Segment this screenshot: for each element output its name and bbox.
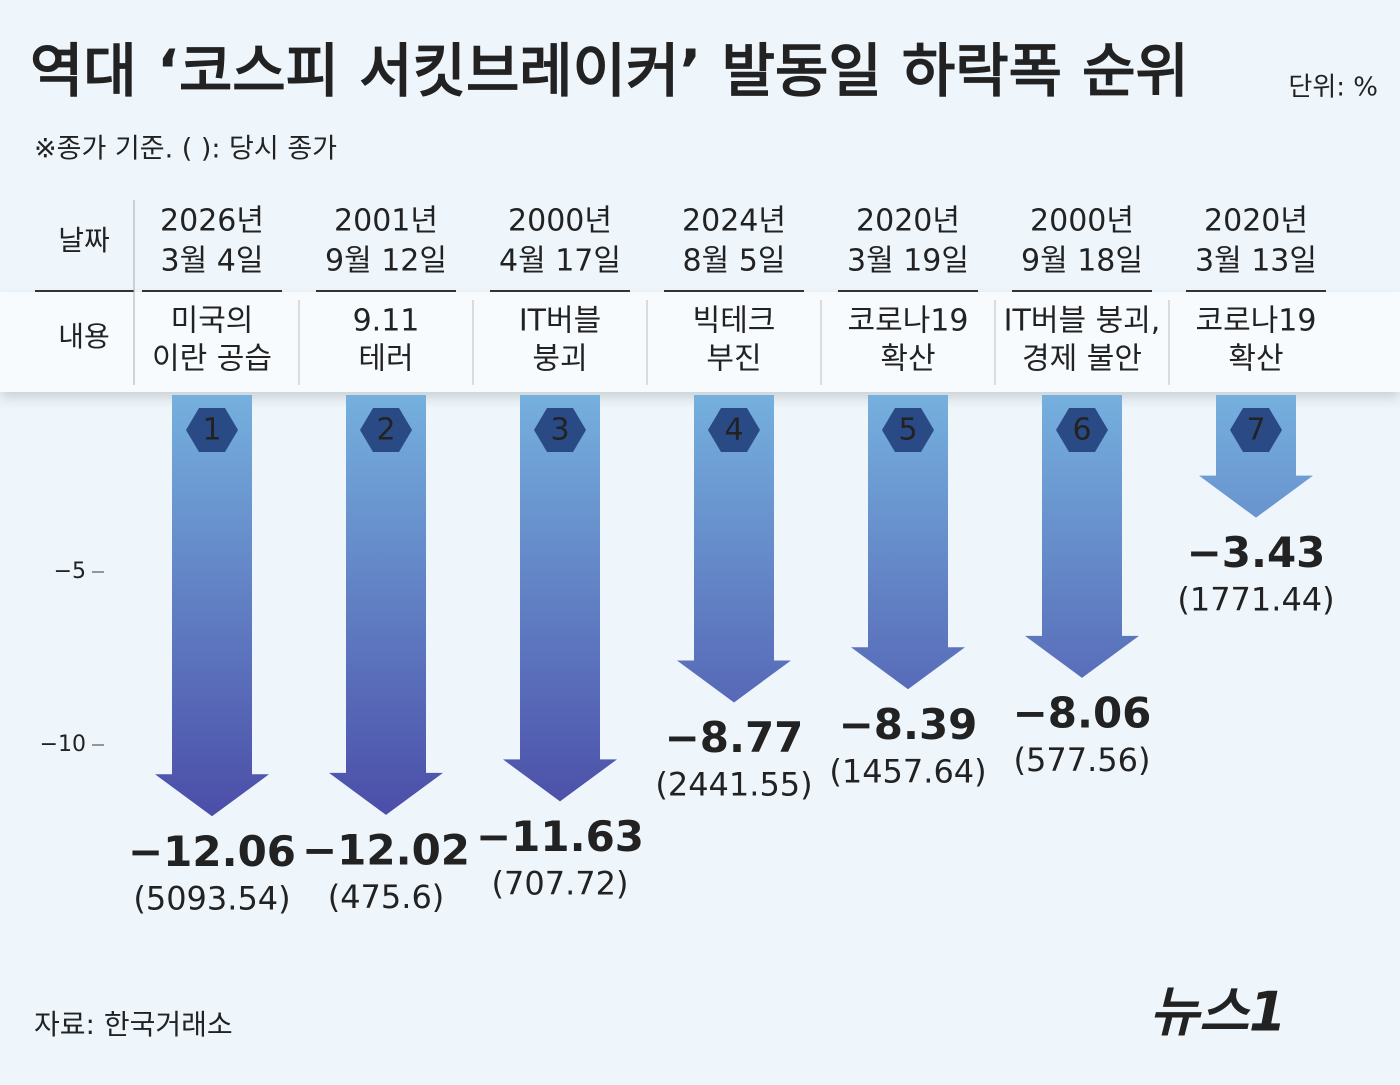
value-label: −8.77 — [665, 713, 804, 762]
logo: 뉴스1 — [1150, 981, 1287, 1044]
date-label: 2000년 — [1030, 204, 1134, 239]
value-label: −12.06 — [128, 827, 296, 876]
rank-badge — [708, 408, 760, 452]
subtitle: ※종가 기준. ( ): 당시 종가 — [34, 134, 337, 165]
chart-title: 역대 ‘코스피 서킷브레이커’ 발동일 하락폭 순위 — [30, 37, 1189, 105]
rank-label: 5 — [898, 413, 917, 448]
date-label: 2001년 — [334, 204, 438, 239]
closing-price: (475.6) — [328, 878, 445, 916]
arrow — [851, 395, 965, 690]
date-label: 2024년 — [682, 204, 786, 239]
event-label: 붕괴 — [532, 342, 587, 377]
event-label: IT버블 — [519, 304, 601, 339]
arrow — [1199, 395, 1313, 518]
event-label: 코로나19 — [1196, 304, 1317, 339]
date-label: 3월 19일 — [847, 244, 969, 279]
date-label: 8월 5일 — [683, 244, 786, 279]
y-tick-label: −5 — [54, 559, 86, 584]
event-label: 확산 — [1228, 342, 1283, 377]
rank-label: 3 — [550, 413, 569, 448]
closing-price: (577.56) — [1014, 741, 1151, 779]
closing-price: (1771.44) — [1177, 581, 1334, 619]
event-label: 9.11 — [353, 304, 420, 339]
event-label: 이란 공습 — [152, 342, 272, 377]
row-header: 내용 — [58, 320, 110, 353]
header-band — [0, 292, 1400, 392]
closing-price: (707.72) — [492, 864, 629, 902]
date-label: 2020년 — [856, 204, 960, 239]
arrow — [1025, 395, 1139, 678]
event-label: 부진 — [706, 342, 761, 377]
arrow — [155, 395, 269, 817]
event-label: 경제 불안 — [1022, 342, 1142, 377]
logo-text: 뉴스1 — [1150, 981, 1287, 1044]
rank-label: 6 — [1072, 413, 1091, 448]
event-label: 미국의 — [171, 304, 254, 339]
rank-label: 2 — [376, 413, 395, 448]
date-label: 2000년 — [508, 204, 612, 239]
rank-label: 1 — [202, 413, 221, 448]
date-label: 3월 4일 — [161, 244, 264, 279]
value-label: −8.39 — [839, 700, 978, 749]
arrow — [329, 395, 443, 815]
date-label: 9월 18일 — [1021, 244, 1143, 279]
date-label: 3월 13일 — [1195, 244, 1317, 279]
arrow — [503, 395, 617, 802]
date-label: 4월 17일 — [499, 244, 621, 279]
rank-badge — [1230, 408, 1282, 452]
rank-label: 4 — [724, 413, 743, 448]
date-label: 2026년 — [160, 204, 264, 239]
rank-badge — [360, 408, 412, 452]
value-label: −12.02 — [302, 825, 470, 874]
closing-price: (1457.64) — [829, 752, 986, 790]
date-label: 9월 12일 — [325, 244, 447, 279]
closing-price: (2441.55) — [655, 765, 812, 803]
event-label: IT버블 붕괴, — [1004, 304, 1161, 339]
row-header: 날짜 — [58, 224, 110, 257]
date-label: 2020년 — [1204, 204, 1308, 239]
rank-label: 7 — [1246, 413, 1265, 448]
value-label: −11.63 — [476, 812, 644, 861]
event-label: 테러 — [358, 342, 413, 377]
rank-badge — [1056, 408, 1108, 452]
value-label: −8.06 — [1013, 688, 1152, 737]
arrow — [677, 395, 791, 703]
closing-price: (5093.54) — [133, 879, 290, 917]
rank-badge — [186, 408, 238, 452]
value-label: −3.43 — [1187, 528, 1326, 577]
event-label: 확산 — [880, 342, 935, 377]
source: 자료: 한국거래소 — [34, 1008, 233, 1041]
y-tick-label: −10 — [40, 732, 86, 757]
event-label: 빅테크 — [693, 304, 776, 339]
rank-badge — [534, 408, 586, 452]
event-label: 코로나19 — [848, 304, 969, 339]
unit: 단위: % — [1288, 73, 1378, 103]
rank-badge — [882, 408, 934, 452]
